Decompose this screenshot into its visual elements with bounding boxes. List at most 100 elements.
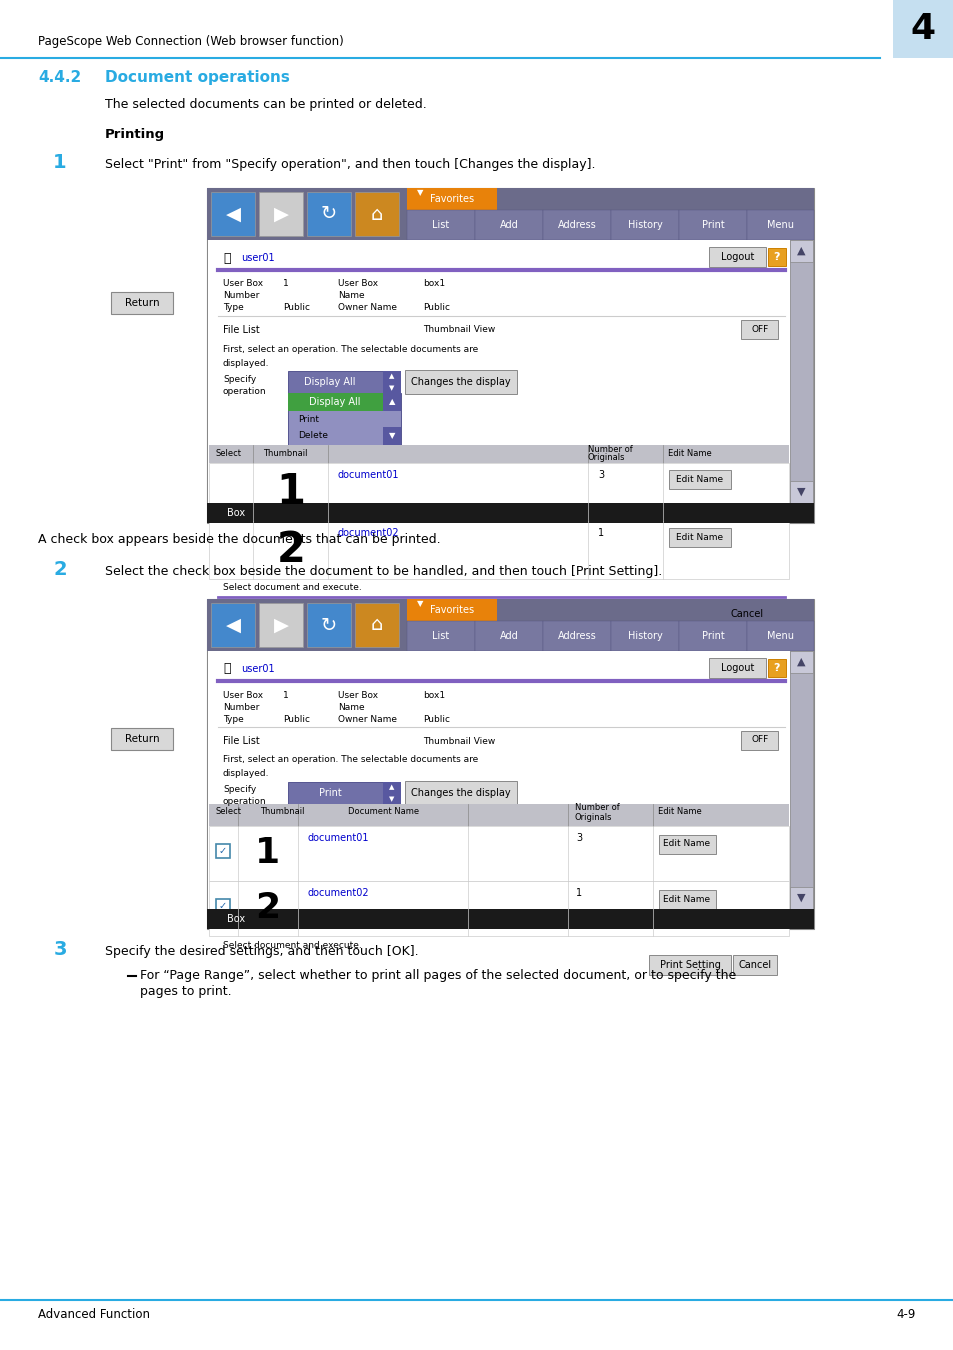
Bar xyxy=(892,0,953,58)
Text: Menu: Menu xyxy=(767,220,794,230)
Text: ▼: ▼ xyxy=(389,796,395,802)
Bar xyxy=(789,240,812,504)
Bar xyxy=(407,211,475,240)
Bar xyxy=(307,603,351,647)
Bar xyxy=(789,481,812,504)
Bar xyxy=(767,659,785,676)
Text: ▲: ▲ xyxy=(796,657,804,667)
Text: document02: document02 xyxy=(308,888,369,898)
Bar xyxy=(288,782,382,805)
Text: Favorites: Favorites xyxy=(430,605,474,616)
Text: 2: 2 xyxy=(276,529,305,571)
Bar xyxy=(209,463,788,521)
Text: box1: box1 xyxy=(422,279,445,289)
Text: Logout: Logout xyxy=(720,252,754,262)
Bar xyxy=(610,621,679,651)
Bar xyxy=(215,844,230,859)
Bar xyxy=(382,792,400,805)
Text: Originals: Originals xyxy=(587,454,625,463)
Text: Thumbnail: Thumbnail xyxy=(263,450,307,459)
Bar xyxy=(475,211,542,240)
Bar xyxy=(355,603,398,647)
Text: Edit Name: Edit Name xyxy=(676,474,722,483)
Bar xyxy=(542,621,610,651)
Bar xyxy=(382,427,400,446)
Text: Select: Select xyxy=(215,450,242,459)
Text: 2: 2 xyxy=(255,891,280,925)
Text: ▼: ▼ xyxy=(389,385,395,391)
Text: Specify the desired settings, and then touch [OK].: Specify the desired settings, and then t… xyxy=(105,945,418,958)
Text: Select document and execute.: Select document and execute. xyxy=(223,941,361,949)
Bar xyxy=(258,603,303,647)
Text: List: List xyxy=(432,220,449,230)
Text: document02: document02 xyxy=(337,528,399,539)
Text: pages to print.: pages to print. xyxy=(140,986,232,998)
Text: Thumbnail: Thumbnail xyxy=(260,806,304,815)
Text: ▲: ▲ xyxy=(389,784,395,790)
Text: 1: 1 xyxy=(576,888,581,898)
Text: 1: 1 xyxy=(53,153,67,171)
Text: ⌂: ⌂ xyxy=(371,204,383,224)
Bar xyxy=(211,603,254,647)
Text: Select the check box beside the document to be handled, and then touch [Print Se: Select the check box beside the document… xyxy=(105,566,661,578)
Bar xyxy=(382,782,400,792)
Text: User Box: User Box xyxy=(337,279,377,289)
Bar xyxy=(0,0,953,26)
Text: ▲: ▲ xyxy=(796,246,804,256)
Text: 4: 4 xyxy=(909,12,935,46)
FancyBboxPatch shape xyxy=(740,730,778,751)
Bar xyxy=(746,211,813,240)
Text: ✓: ✓ xyxy=(218,846,227,856)
Text: 1: 1 xyxy=(255,836,280,869)
Bar xyxy=(679,621,746,651)
FancyBboxPatch shape xyxy=(732,954,776,975)
Text: 3: 3 xyxy=(598,470,603,481)
Text: Edit Name: Edit Name xyxy=(662,840,710,849)
Text: ▼: ▼ xyxy=(416,189,423,197)
Text: User Box: User Box xyxy=(223,690,263,699)
Bar xyxy=(407,188,497,211)
Text: File List: File List xyxy=(223,736,259,747)
Text: ▲: ▲ xyxy=(389,373,395,379)
Bar xyxy=(207,188,813,240)
Text: Edit Name: Edit Name xyxy=(658,806,701,815)
Bar xyxy=(789,651,812,674)
Bar xyxy=(209,805,788,826)
Bar xyxy=(288,393,400,446)
Bar xyxy=(382,371,400,382)
Text: Specify: Specify xyxy=(223,786,256,795)
Text: Number: Number xyxy=(223,702,259,711)
Text: User Box: User Box xyxy=(223,279,263,289)
Text: Add: Add xyxy=(499,220,517,230)
FancyBboxPatch shape xyxy=(708,657,765,678)
Bar xyxy=(610,211,679,240)
FancyBboxPatch shape xyxy=(659,890,716,909)
Bar xyxy=(209,882,788,936)
Text: ▼: ▼ xyxy=(796,487,804,497)
Text: File List: File List xyxy=(223,325,259,335)
Text: PageScope Web Connection (Web browser function): PageScope Web Connection (Web browser fu… xyxy=(38,35,343,49)
Bar xyxy=(288,371,382,393)
Text: Menu: Menu xyxy=(767,630,794,641)
Bar xyxy=(679,211,746,240)
Text: Box: Box xyxy=(227,914,245,923)
Text: First, select an operation. The selectable documents are: First, select an operation. The selectab… xyxy=(223,344,477,354)
Text: Box: Box xyxy=(227,508,245,518)
Text: Public: Public xyxy=(283,304,310,312)
Text: Specify: Specify xyxy=(223,374,256,383)
Text: Cancel: Cancel xyxy=(738,960,771,971)
Text: Select document and execute.: Select document and execute. xyxy=(223,583,361,593)
Bar xyxy=(207,909,813,929)
Text: document01: document01 xyxy=(308,833,369,842)
Text: Changes the display: Changes the display xyxy=(411,377,510,387)
Bar xyxy=(767,248,785,266)
Text: ?: ? xyxy=(773,252,780,262)
Text: A check box appears beside the documents that can be printed.: A check box appears beside the documents… xyxy=(38,533,440,545)
FancyBboxPatch shape xyxy=(659,836,716,855)
Text: Return: Return xyxy=(125,298,159,308)
Text: Address: Address xyxy=(558,220,596,230)
Text: displayed.: displayed. xyxy=(223,359,269,367)
Text: Edit Name: Edit Name xyxy=(662,895,710,903)
Text: Select: Select xyxy=(215,806,242,815)
Bar xyxy=(207,188,813,522)
